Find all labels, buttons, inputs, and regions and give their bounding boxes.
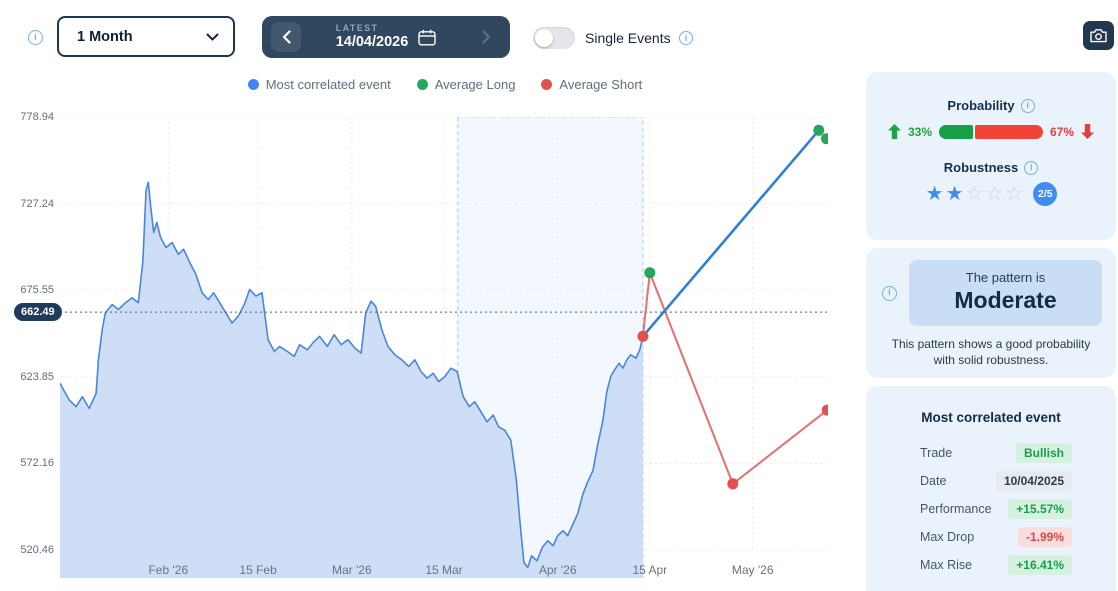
robustness-stars: ★ ★ ☆ ☆ ☆ 2/5 [866, 182, 1116, 206]
x-axis-label: Feb '26 [148, 563, 189, 577]
x-axis-label: Apr '26 [538, 563, 577, 577]
single-events-toggle[interactable] [533, 27, 575, 49]
info-icon[interactable]: i [679, 31, 693, 45]
y-axis-label: 727.24 [20, 197, 54, 210]
robustness-score-badge: 2/5 [1033, 182, 1058, 206]
next-date-button[interactable] [471, 22, 501, 52]
green-marker-dot [644, 267, 656, 279]
arrow-up-icon [887, 124, 901, 139]
event-row: Max Drop -1.99% [920, 527, 1072, 547]
y-axis-label: 675.55 [20, 284, 54, 297]
single-events-label: Single Events [585, 30, 671, 46]
y-axis-label: 520.46 [20, 544, 54, 556]
x-axis-label: 15 Mar [425, 563, 463, 577]
average-short-line [641, 271, 828, 485]
pattern-value: Moderate [954, 287, 1057, 313]
event-row-label: Performance [920, 502, 992, 516]
current-value-badge: 662.49 [14, 303, 62, 322]
x-axis-label: Mar '26 [331, 563, 372, 577]
info-icon[interactable]: i [882, 285, 897, 301]
star-filled-icon: ★ [925, 183, 944, 205]
event-row-value: +15.57% [1008, 499, 1072, 519]
pattern-box: The pattern is Moderate [909, 260, 1102, 326]
green-marker-dot [813, 124, 825, 136]
period-select-value: 1 Month [77, 28, 133, 45]
y-axis-label: 572.16 [20, 457, 54, 470]
legend-color-dot [247, 79, 259, 90]
pattern-prefix: The pattern is [965, 270, 1046, 285]
period-select[interactable]: 1 Month [57, 16, 235, 57]
y-axis-label: 623.85 [20, 370, 54, 383]
y-axis-label: 778.94 [20, 111, 54, 123]
gauge-up-segment [939, 124, 974, 139]
legend-item[interactable]: Most correlated event [247, 77, 391, 92]
chevron-down-icon [206, 33, 219, 41]
price-line [60, 181, 644, 569]
event-row-label: Max Drop [920, 530, 975, 544]
x-axis-label: May '26 [731, 563, 774, 577]
info-icon[interactable]: i [28, 30, 43, 45]
event-row: Trade Bullish [920, 443, 1072, 463]
event-row-label: Max Rise [920, 558, 973, 572]
date-display[interactable]: LATEST 14/04/2026 [301, 23, 471, 51]
event-row: Max Rise +16.41% [920, 555, 1072, 575]
gauge-down-segment [975, 124, 1043, 139]
toggle-knob [535, 29, 553, 47]
probability-down-pct: 67% [1050, 124, 1075, 139]
legend-color-dot [541, 79, 553, 90]
chevron-right-icon [481, 30, 490, 44]
price-area [60, 182, 643, 578]
camera-icon [1090, 29, 1107, 43]
correlated-event-panel: Most correlated event Trade Bullish Date… [866, 386, 1116, 591]
price-chart[interactable] [60, 117, 828, 578]
event-row-value: Bullish [1015, 443, 1072, 463]
probability-gauge [939, 124, 1043, 139]
legend-label: Average Long [434, 77, 516, 92]
event-row: Performance +15.57% [920, 499, 1072, 519]
green-marker-dot [821, 133, 828, 145]
legend-label: Most correlated event [265, 77, 391, 92]
info-icon[interactable]: i [1020, 98, 1035, 113]
info-icon[interactable]: i [1024, 160, 1039, 175]
probability-panel: Probability i 33% 67% Robustness i ★ ★ ☆ ☆ ☆… [866, 72, 1116, 240]
event-row: Date 10/04/2025 [920, 471, 1072, 491]
calendar-icon[interactable] [418, 29, 436, 46]
arrow-down-icon [1081, 124, 1095, 139]
star-empty-icon: ☆ [1005, 183, 1024, 205]
chart-legend: Most correlated event Average Long Avera… [60, 77, 830, 92]
x-axis-label: 15 Feb [239, 563, 277, 577]
legend-label: Average Short [559, 77, 643, 92]
pattern-description: This pattern shows a good probability wi… [891, 337, 1091, 368]
x-axis-label: 15 Apr [632, 563, 668, 577]
event-table: Trade Bullish Date 10/04/2025 Performanc… [866, 443, 1116, 575]
latest-label: LATEST [335, 22, 379, 33]
red-marker-dot [727, 478, 739, 490]
most-correlated-line [641, 129, 820, 338]
event-row-label: Trade [920, 446, 953, 460]
red-marker-dot [821, 404, 828, 416]
pattern-panel: i The pattern is Moderate This pattern s… [866, 248, 1116, 378]
event-panel-title: Most correlated event [921, 410, 1061, 425]
event-row-value: +16.41% [1008, 555, 1072, 575]
legend-item[interactable]: Average Long [416, 77, 516, 92]
legend-item[interactable]: Average Short [541, 77, 642, 92]
star-empty-icon: ☆ [965, 183, 984, 205]
prev-date-button[interactable] [271, 22, 301, 52]
probability-title: Probability [947, 98, 1015, 113]
current-date: 14/04/2026 [335, 33, 409, 50]
screenshot-button[interactable] [1083, 21, 1114, 50]
robustness-title: Robustness [943, 160, 1019, 175]
star-filled-icon: ★ [945, 183, 964, 205]
legend-color-dot [416, 79, 428, 90]
chevron-left-icon [282, 30, 291, 44]
probability-up-pct: 33% [907, 124, 932, 139]
event-row-value: -1.99% [1017, 527, 1072, 547]
red-marker-dot [637, 330, 649, 342]
event-row-value: 10/04/2025 [995, 471, 1072, 491]
star-empty-icon: ☆ [985, 183, 1004, 205]
event-row-label: Date [920, 474, 947, 488]
date-navigator: LATEST 14/04/2026 [262, 16, 510, 58]
